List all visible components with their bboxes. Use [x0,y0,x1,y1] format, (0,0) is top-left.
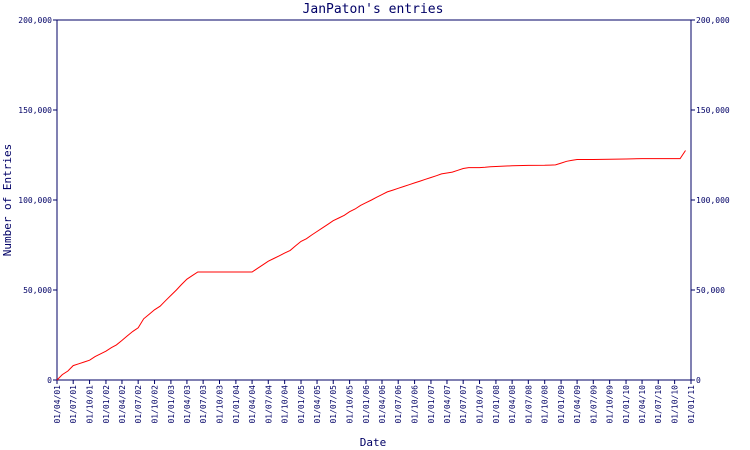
x-tick-label: 01/10/09 [606,385,615,424]
x-tick-label: 01/07/05 [329,385,338,424]
x-tick-label: 01/10/07 [476,385,485,424]
x-tick-label: 01/10/01 [86,385,95,424]
x-tick-label: 01/01/08 [492,385,501,424]
y-tick-label-right: 100,000 [696,196,730,205]
x-tick-label: 01/07/04 [264,385,273,424]
x-tick-label: 01/04/08 [508,385,517,424]
y-tick-label-right: 50,000 [696,286,725,295]
series-line [56,150,686,381]
x-tick-label: 01/04/04 [248,385,257,424]
x-axis: 01/04/01 01/07/01 01/10/01 01/01/02 01/04/02… [53,380,696,424]
x-tick-label: 01/01/02 [102,385,111,424]
x-tick-label: 01/04/01 [53,385,62,424]
x-tick-label: 01/01/09 [557,385,566,424]
y-tick-label-right: 150,000 [696,106,730,115]
x-tick-label: 01/10/02 [151,385,160,424]
x-tick-label: 01/07/09 [589,385,598,424]
x-tick-label: 01/07/01 [69,385,78,424]
x-tick-label: 01/07/03 [199,385,208,424]
x-axis-title: Date [360,436,387,449]
x-tick-label: 01/07/07 [459,385,468,424]
x-tick-label: 01/10/03 [216,385,225,424]
x-tick-label: 01/10/06 [411,385,420,424]
x-tick-label: 01/04/10 [638,385,647,424]
x-tick-label: 01/07/08 [524,385,533,424]
x-tick-label: 01/10/08 [541,385,550,424]
x-tick-label: 01/04/07 [443,385,452,424]
x-tick-label: 01/10/05 [346,385,355,424]
x-tick-label: 01/01/03 [167,385,176,424]
x-tick-label: 01/04/06 [378,385,387,424]
x-tick-label: 01/01/04 [232,385,241,424]
x-tick-label: 01/04/02 [118,385,127,424]
x-tick-label: 01/04/09 [573,385,582,424]
left-y-axis: 0 50,000 100,000 150,000 200,000 [18,16,57,385]
x-tick-label: 01/01/07 [427,385,436,424]
x-tick-label: 01/01/06 [362,385,371,424]
x-tick-label: 01/07/10 [654,385,663,424]
x-tick-label: 01/01/10 [622,385,631,424]
chart-title: JanPaton's entries [303,2,444,17]
y-tick-label: 150,000 [18,106,52,115]
y-tick-label-right: 200,000 [696,16,730,25]
plot-frame [56,19,692,381]
x-tick-label: 01/10/10 [671,385,680,424]
y-tick-label-right: 0 [696,376,701,385]
x-tick-label: 01/07/06 [394,385,403,424]
y-tick-label: 200,000 [18,16,52,25]
y-tick-label: 100,000 [18,196,52,205]
right-y-axis: 0 50,000 100,000 150,000 200,000 [691,16,730,385]
x-tick-label: 01/04/03 [183,385,192,424]
y-axis-title: Number of Entries [1,144,14,257]
x-tick-label: 01/01/11 [687,385,696,424]
y-tick-label: 0 [47,376,52,385]
x-tick-label: 01/10/04 [281,385,290,424]
x-tick-label: 01/07/02 [134,385,143,424]
x-tick-label: 01/01/05 [297,385,306,424]
y-tick-label: 50,000 [23,286,52,295]
x-tick-label: 01/04/05 [313,385,322,424]
